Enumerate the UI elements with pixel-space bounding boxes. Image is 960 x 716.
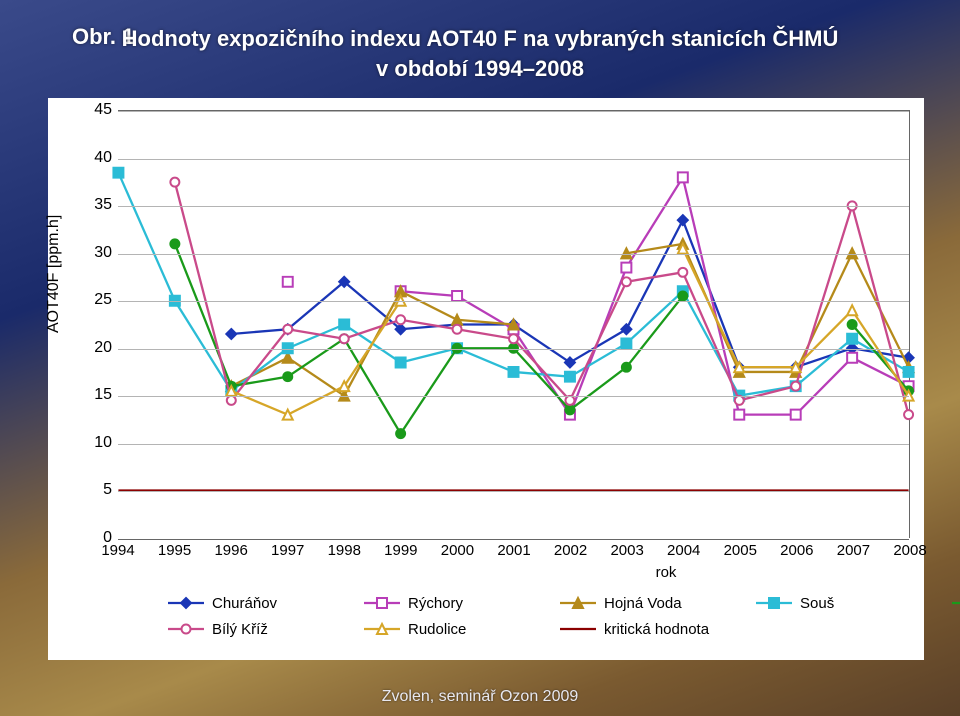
legend-item: Churáňov bbox=[168, 595, 336, 612]
legend-label: Churáňov bbox=[212, 595, 277, 612]
legend-item: Jeseník bbox=[952, 595, 960, 612]
x-tick-label: 2000 bbox=[437, 542, 477, 559]
legend-item: Bílý Kříž bbox=[168, 621, 336, 638]
y-tick-label: 40 bbox=[82, 149, 112, 167]
x-tick-label: 2008 bbox=[890, 542, 930, 559]
title-line2: v období 1994–2008 bbox=[0, 54, 960, 84]
x-tick-label: 2004 bbox=[664, 542, 704, 559]
x-tick-label: 1998 bbox=[324, 542, 364, 559]
footer-text: Zvolen, seminář Ozon 2009 bbox=[0, 688, 960, 706]
legend-item: Souš bbox=[756, 595, 924, 612]
x-tick-label: 1999 bbox=[381, 542, 421, 559]
legend-item: kritická hodnota bbox=[560, 621, 728, 638]
x-tick-label: 2005 bbox=[720, 542, 760, 559]
x-axis-label: rok bbox=[48, 564, 924, 581]
x-tick-label: 2001 bbox=[494, 542, 534, 559]
legend-label: kritická hodnota bbox=[604, 621, 709, 638]
chart-svg bbox=[118, 111, 909, 538]
legend-label: Hojná Voda bbox=[604, 595, 682, 612]
legend: Churáňov Rýchory Hojná Voda Souš Jeseník Bílý… bbox=[168, 590, 960, 642]
legend-label: Bílý Kříž bbox=[212, 621, 268, 638]
y-tick-label: 30 bbox=[82, 244, 112, 262]
x-tick-label: 1997 bbox=[268, 542, 308, 559]
y-tick-label: 5 bbox=[82, 481, 112, 499]
title-line1: Hodnoty expozičního indexu AOT40 F na vy… bbox=[0, 24, 960, 54]
y-tick-label: 45 bbox=[82, 101, 112, 119]
y-tick-label: 25 bbox=[82, 291, 112, 309]
x-tick-label: 2002 bbox=[551, 542, 591, 559]
y-tick-label: 15 bbox=[82, 386, 112, 404]
legend-item: Rudolice bbox=[364, 621, 532, 638]
x-tick-label: 1995 bbox=[155, 542, 195, 559]
y-axis-label: AOT40F [ppm.h] bbox=[45, 215, 63, 333]
x-tick-label: 1996 bbox=[211, 542, 251, 559]
plot-area bbox=[118, 110, 910, 538]
legend-item: Hojná Voda bbox=[560, 595, 728, 612]
y-tick-label: 10 bbox=[82, 434, 112, 452]
legend-label: Souš bbox=[800, 595, 834, 612]
y-tick-label: 20 bbox=[82, 339, 112, 357]
legend-label: Rýchory bbox=[408, 595, 463, 612]
chart-container: AOT40F [ppm.h] rok Churáňov Rýchory Hojná … bbox=[48, 98, 924, 660]
y-tick-label: 35 bbox=[82, 196, 112, 214]
chart-title: Hodnoty expozičního indexu AOT40 F na vy… bbox=[0, 24, 960, 83]
legend-label: Rudolice bbox=[408, 621, 466, 638]
legend-item: Rýchory bbox=[364, 595, 532, 612]
x-tick-label: 1994 bbox=[98, 542, 138, 559]
x-tick-label: 2003 bbox=[607, 542, 647, 559]
x-tick-label: 2006 bbox=[777, 542, 817, 559]
x-tick-label: 2007 bbox=[833, 542, 873, 559]
